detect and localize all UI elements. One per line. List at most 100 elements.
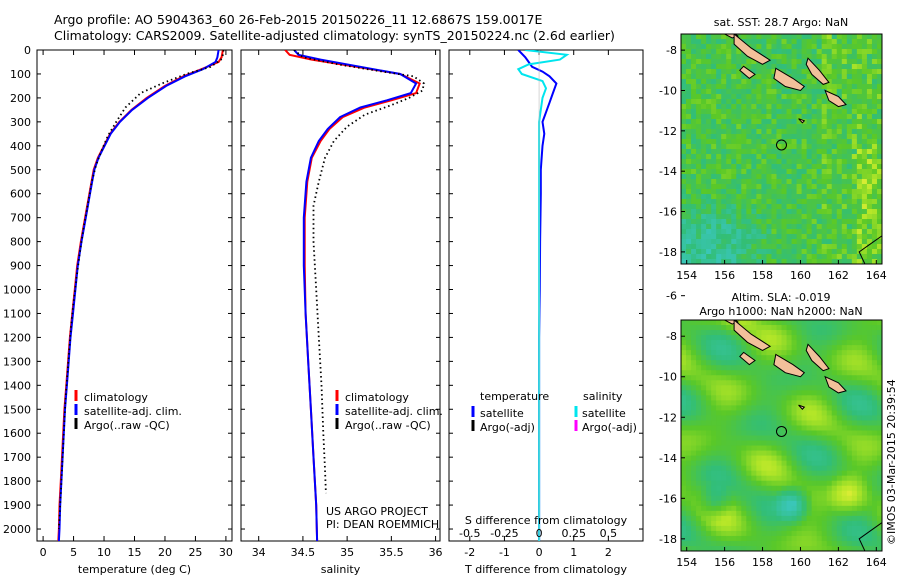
map-x-tick-label: 158 <box>752 556 773 569</box>
field-cell <box>731 420 737 427</box>
field-cell <box>691 254 697 260</box>
field-cell <box>691 69 697 75</box>
series-line-2 <box>58 50 225 530</box>
field-cell <box>726 515 732 522</box>
field-cell <box>696 139 702 145</box>
map-y-tick-label: -6 <box>666 290 677 303</box>
field-cell <box>841 134 848 140</box>
field-cell <box>701 139 707 145</box>
field-cell <box>861 355 868 361</box>
field-cell <box>696 430 702 437</box>
field-cell <box>756 485 762 492</box>
field-cell <box>846 54 853 60</box>
field-cell <box>821 405 828 411</box>
field-cell <box>806 119 813 125</box>
field-cell <box>726 89 732 95</box>
field-cell <box>786 159 793 165</box>
field-cell <box>721 189 727 195</box>
field-cell <box>846 199 853 205</box>
field-cell <box>786 59 793 65</box>
field-cell <box>736 74 742 80</box>
field-cell <box>701 134 707 140</box>
field-cell <box>691 490 697 497</box>
field-cell <box>721 244 727 250</box>
field-cell <box>831 169 838 175</box>
field-cell <box>791 199 798 205</box>
field-cell <box>721 370 727 376</box>
island-outline <box>858 235 882 264</box>
field-cell <box>691 54 697 60</box>
field-cell <box>736 470 742 477</box>
field-cell <box>756 495 762 502</box>
field-cell <box>706 395 712 401</box>
field-cell <box>751 460 757 467</box>
field-cell <box>866 259 873 264</box>
field-cell <box>751 365 757 371</box>
field-cell <box>716 535 722 542</box>
field-cell <box>761 505 768 512</box>
field-cell <box>821 134 828 140</box>
field-cell <box>811 515 818 522</box>
field-cell <box>686 234 692 240</box>
field-cell <box>791 400 798 406</box>
field-cell <box>801 174 808 180</box>
field-cell <box>686 259 692 264</box>
field-cell <box>776 249 783 255</box>
field-cell <box>766 229 773 235</box>
field-cell <box>826 325 833 331</box>
field-cell <box>681 320 687 326</box>
field-cell <box>751 259 757 264</box>
field-cell <box>746 159 752 165</box>
field-cell <box>696 49 702 55</box>
field-cell <box>706 515 712 522</box>
field-cell <box>821 510 828 517</box>
field-cell <box>866 485 873 492</box>
field-cell <box>681 129 687 135</box>
field-cell <box>856 335 863 341</box>
field-cell <box>806 69 813 75</box>
field-cell <box>711 139 717 145</box>
field-cell <box>731 515 737 522</box>
field-cell <box>871 119 878 125</box>
field-cell <box>821 400 828 406</box>
field-cell <box>681 465 687 472</box>
field-cell <box>801 345 808 351</box>
project-annotation: PI: DEAN ROEMMICH <box>326 518 439 531</box>
field-cell <box>706 234 712 240</box>
field-cell <box>786 44 793 50</box>
field-cell <box>796 94 803 100</box>
field-cell <box>786 69 793 75</box>
field-cell <box>781 49 788 55</box>
field-cell <box>831 134 838 140</box>
field-cell <box>716 355 722 361</box>
field-cell <box>726 49 732 55</box>
field-cell <box>731 129 737 135</box>
field-cell <box>866 144 873 150</box>
field-cell <box>861 320 868 326</box>
field-cell <box>711 54 717 60</box>
field-cell <box>756 234 762 240</box>
field-cell <box>716 59 722 65</box>
field-cell <box>696 380 702 386</box>
field-cell <box>841 94 848 100</box>
field-cell <box>736 455 742 462</box>
field-cell <box>741 229 747 235</box>
field-cell <box>686 485 692 492</box>
field-cell <box>746 470 752 477</box>
field-cell <box>736 189 742 195</box>
field-cell <box>686 425 692 432</box>
field-cell <box>726 395 732 401</box>
field-cell <box>806 234 813 240</box>
field-cell <box>831 525 838 532</box>
field-cell <box>751 350 757 356</box>
field-cell <box>831 465 838 472</box>
field-cell <box>766 94 773 100</box>
field-cell <box>851 475 858 482</box>
field-cell <box>871 74 878 80</box>
field-cell <box>691 159 697 165</box>
field-cell <box>691 390 697 396</box>
field-cell <box>761 440 768 447</box>
field-cell <box>801 119 808 125</box>
field-cell <box>776 59 783 65</box>
field-cell <box>846 224 853 230</box>
